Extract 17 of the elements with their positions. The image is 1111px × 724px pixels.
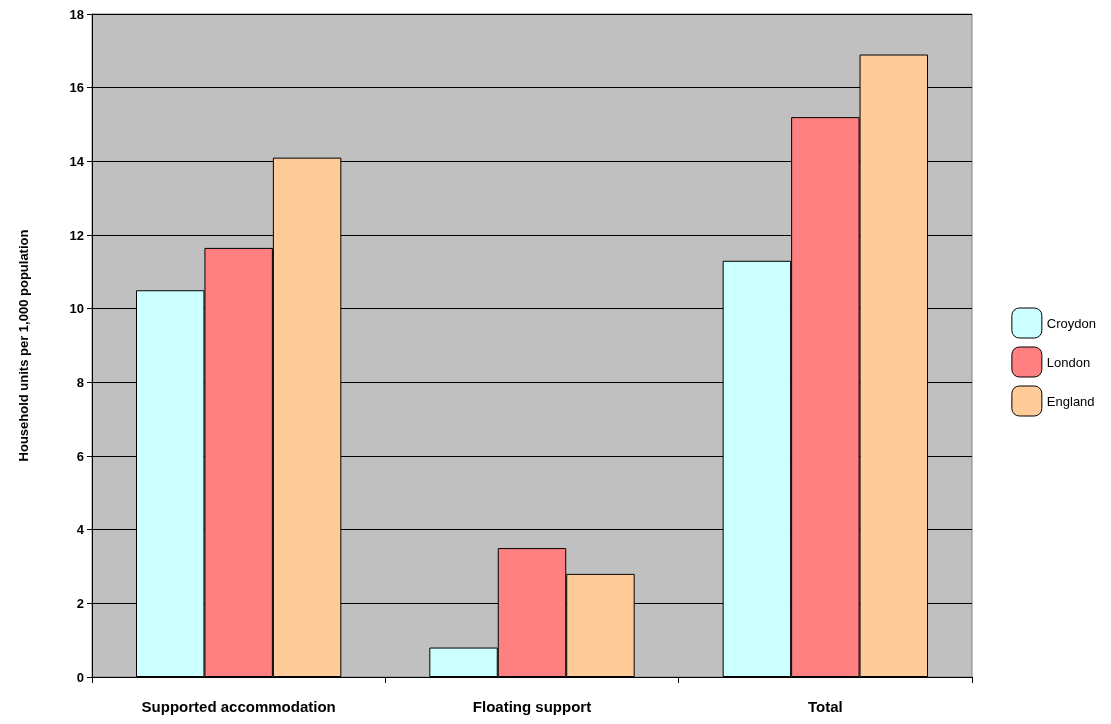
x-tick-label: Total	[807, 698, 843, 715]
y-tick-label: 10	[69, 301, 84, 317]
legend-label: England	[1046, 393, 1095, 409]
y-tick-label: 2	[76, 595, 84, 611]
y-tick-label: 16	[69, 80, 84, 96]
y-axis-title: Household units per 1,000 population	[16, 229, 31, 462]
legend-label: Croydon	[1046, 315, 1096, 331]
y-tick-label: 8	[76, 374, 84, 390]
y-tick-label: 14	[69, 153, 85, 169]
y-tick-label: 6	[76, 448, 84, 464]
legend-label: London	[1046, 354, 1091, 370]
x-tick-label: Supported accommodation	[141, 698, 336, 715]
y-tick-label: 12	[69, 227, 84, 243]
y-tick-label: 18	[69, 6, 84, 22]
y-tick-label: 0	[76, 669, 84, 685]
y-tick-label: 4	[76, 522, 85, 538]
x-tick-label: Floating support	[472, 698, 592, 715]
